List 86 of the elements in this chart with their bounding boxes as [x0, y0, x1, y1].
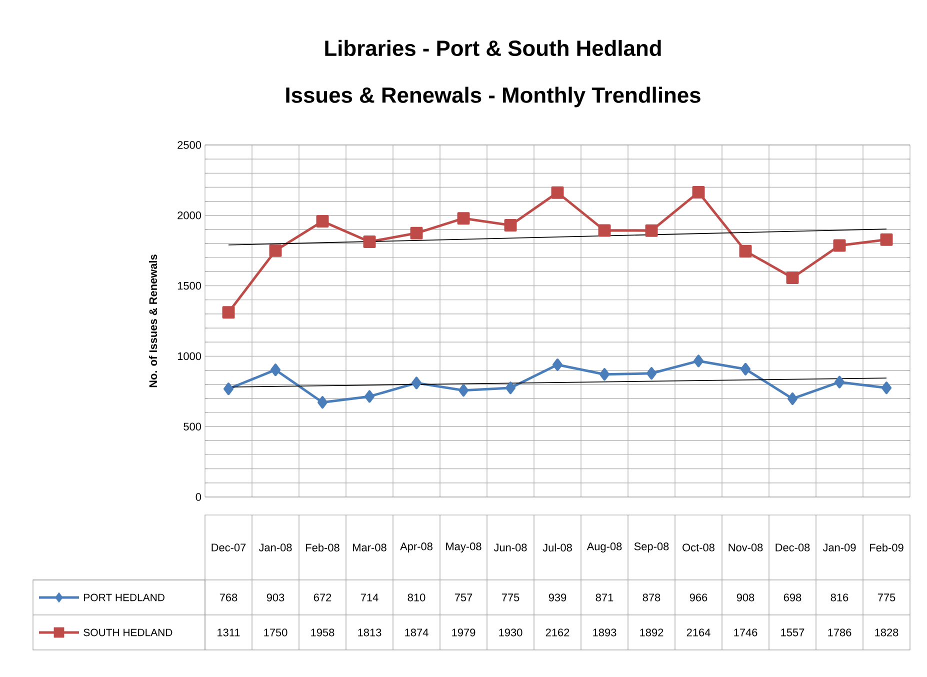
point	[316, 215, 329, 228]
point	[504, 218, 517, 232]
point	[410, 226, 423, 240]
data-label: 939	[548, 594, 566, 602]
x-tick-label: Oct-08	[682, 544, 714, 552]
y-axis-title: No. of Issues & Renewals	[148, 254, 158, 388]
y-tick-label: 0	[196, 493, 202, 501]
data-label: 1930	[499, 628, 522, 636]
y-tick-label: 2500	[178, 141, 202, 149]
x-tick-label: Feb-08	[306, 543, 340, 552]
point	[645, 224, 658, 237]
point	[412, 376, 422, 390]
data-label: 1979	[452, 628, 476, 636]
y-tick-label: 1500	[178, 282, 202, 290]
data-label: 878	[642, 594, 660, 602]
data-label: 775	[502, 594, 520, 602]
point	[833, 239, 846, 252]
point	[222, 306, 235, 319]
point	[880, 233, 893, 246]
point	[598, 224, 611, 237]
data-label: 810	[408, 594, 426, 602]
x-tick-label: Dec-07	[212, 544, 246, 552]
data-label: 1746	[734, 628, 758, 636]
data-label: 1892	[640, 628, 664, 636]
data-label: 816	[830, 594, 848, 602]
x-tick-label: Sep-08	[634, 542, 669, 552]
data-label: 871	[596, 594, 614, 602]
point	[786, 272, 799, 284]
point	[740, 362, 751, 376]
data-label: 2162	[546, 628, 570, 636]
data-label: 2164	[686, 628, 710, 636]
x-tick-label: Nov-08	[728, 544, 763, 552]
point	[834, 376, 845, 388]
data-label: 1958	[311, 628, 334, 636]
x-tick-label: Mar-08	[353, 544, 386, 552]
data-label: 775	[878, 594, 896, 602]
x-tick-label: Jun-08	[494, 544, 527, 552]
data-label: 672	[314, 594, 332, 602]
legend-label: SOUTH HEDLAND	[84, 628, 172, 636]
point	[506, 382, 516, 394]
point	[692, 186, 705, 199]
point	[646, 367, 657, 380]
point	[458, 384, 469, 397]
point	[269, 244, 282, 257]
x-tick-label: Jan-09	[822, 544, 856, 552]
data-label: 1750	[264, 628, 288, 636]
point	[552, 358, 563, 372]
data-label: 903	[266, 594, 284, 602]
legend-label: PORT HEDLAND	[84, 594, 164, 602]
x-tick-label: Jan-08	[258, 544, 292, 552]
point	[364, 390, 375, 403]
point	[788, 392, 798, 405]
data-label: 1557	[781, 628, 804, 636]
chart-title: Libraries - Port & South Hedland	[325, 40, 661, 56]
data-label: 757	[454, 594, 472, 602]
x-tick-label: Dec-08	[776, 544, 810, 552]
point	[270, 364, 281, 376]
data-label: 768	[220, 594, 238, 602]
data-label: 1311	[218, 628, 240, 636]
data-label: 908	[736, 594, 754, 602]
data-label: 966	[690, 594, 708, 602]
chart-subtitle: Issues & Renewals - Monthly Trendlines	[286, 86, 700, 108]
data-label: 1893	[593, 628, 616, 636]
point	[457, 212, 470, 225]
point	[739, 244, 752, 258]
x-tick-label: May-08	[446, 542, 482, 552]
data-label: 1813	[358, 628, 382, 636]
point	[363, 235, 376, 248]
y-tick-label: 2000	[178, 212, 202, 220]
data-label: 698	[784, 594, 802, 602]
data-label: 1874	[405, 628, 428, 636]
data-label: 1786	[828, 628, 852, 636]
point	[551, 186, 564, 199]
point	[224, 382, 234, 396]
point	[318, 396, 328, 409]
data-label: 714	[360, 594, 378, 602]
point	[600, 368, 610, 381]
point	[694, 354, 704, 368]
data-label: 1828	[875, 628, 898, 636]
x-tick-label: Apr-08	[400, 542, 432, 552]
x-tick-label: Aug-08	[586, 542, 622, 552]
point	[882, 382, 892, 394]
y-tick-label: 500	[184, 422, 202, 430]
y-tick-label: 1000	[178, 352, 202, 360]
x-tick-label: Feb-09	[870, 543, 904, 552]
x-tick-label: Jul-08	[542, 543, 572, 552]
